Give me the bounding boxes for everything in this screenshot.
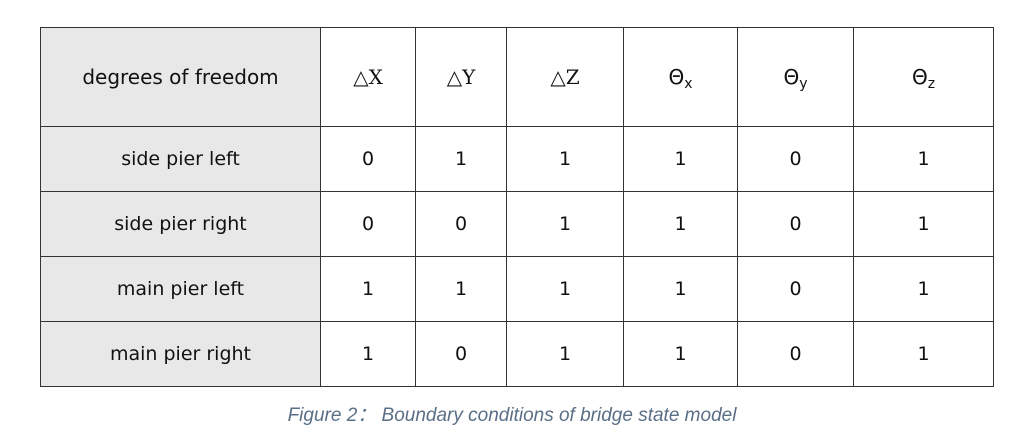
theta-subscript: z	[927, 76, 936, 92]
table-cell: 1	[506, 126, 624, 192]
column-header-delta-z: △Z	[506, 27, 624, 127]
table-cell: 1	[506, 321, 624, 387]
column-header-theta-y: Θy	[737, 27, 854, 127]
table-cell: 1	[853, 191, 994, 257]
table-cell: 1	[853, 126, 994, 192]
table-cell: 1	[506, 191, 624, 257]
column-header-delta-x: △X	[320, 27, 416, 127]
table-cell: 0	[415, 321, 507, 387]
theta-symbol: Θ	[668, 65, 685, 89]
column-header-delta-y: △Y	[415, 27, 507, 127]
row-label: main pier left	[40, 256, 321, 322]
figure-caption: Figure 2： Boundary conditions of bridge …	[287, 405, 737, 426]
theta-subscript: x	[684, 76, 693, 92]
table-cell: 1	[320, 256, 416, 322]
table-cell: 0	[737, 321, 854, 387]
column-header-theta-z: Θz	[853, 27, 994, 127]
table-cell: 1	[320, 321, 416, 387]
table-cell: 1	[623, 256, 738, 322]
table-cell: 1	[415, 126, 507, 192]
table-row: side pier right 0 0 1 1 0 1	[40, 191, 994, 257]
row-label: main pier right	[40, 321, 321, 387]
row-label: side pier right	[40, 191, 321, 257]
table-cell: 1	[623, 321, 738, 387]
theta-subscript: y	[799, 76, 808, 92]
boundary-conditions-table: degrees of freedom △X △Y △Z Θx Θy Θz sid…	[40, 27, 994, 387]
header-row: degrees of freedom △X △Y △Z Θx Θy Θz	[40, 27, 994, 127]
table-row: main pier right 1 0 1 1 0 1	[40, 321, 994, 387]
table-cell: 1	[415, 256, 507, 322]
table-cell: 0	[320, 191, 416, 257]
theta-symbol: Θ	[911, 65, 928, 89]
table-cell: 1	[853, 321, 994, 387]
row-header-label: degrees of freedom	[40, 27, 321, 127]
table-cell: 1	[623, 126, 738, 192]
theta-symbol: Θ	[783, 65, 800, 89]
table-cell: 0	[320, 126, 416, 192]
table-cell: 0	[737, 256, 854, 322]
table-cell: 0	[415, 191, 507, 257]
row-label: side pier left	[40, 126, 321, 192]
table-row: main pier left 1 1 1 1 0 1	[40, 256, 994, 322]
table-cell: 1	[853, 256, 994, 322]
table-cell: 1	[506, 256, 624, 322]
table-row: side pier left 0 1 1 1 0 1	[40, 126, 994, 192]
table-cell: 0	[737, 191, 854, 257]
table-cell: 0	[737, 126, 854, 192]
table-cell: 1	[623, 191, 738, 257]
column-header-theta-x: Θx	[623, 27, 738, 127]
